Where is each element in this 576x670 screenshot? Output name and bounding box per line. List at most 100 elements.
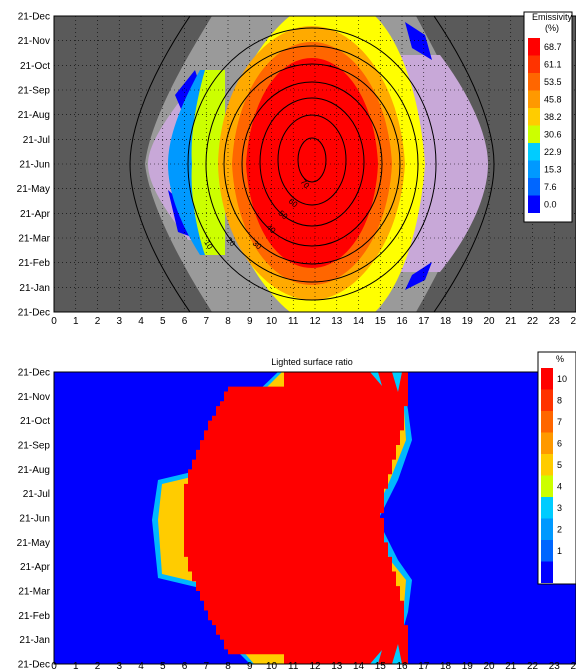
x-tick-label: 22 — [527, 316, 539, 327]
x-tick-label: 6 — [182, 661, 188, 670]
x-axis-labels: 0123456789101112131415161718192021222324 — [51, 661, 576, 670]
colorbar-level: 45.8 — [544, 94, 562, 104]
y-tick-label: 21-Dec — [18, 660, 50, 670]
colorbar-level: 30.6 — [544, 129, 562, 139]
x-tick-label: 24 — [570, 661, 576, 670]
y-axis-labels: 21-Dec 21-Nov 21-Oct 21-Sep 21-Aug 21-Jul 21-J… — [17, 368, 51, 670]
y-tick-label: 21-Mar — [18, 587, 50, 598]
colorbar-title: % — [556, 354, 564, 364]
colorbar-swatch — [541, 497, 553, 519]
colorbar-level: 6 — [557, 438, 562, 448]
colorbar-swatch — [528, 143, 540, 161]
colorbar-swatch — [541, 454, 553, 476]
colorbar-swatch — [541, 518, 553, 540]
x-tick-label: 17 — [418, 316, 430, 327]
colorbar-swatch — [528, 178, 540, 196]
chart-title: Lighted surface ratio — [271, 357, 353, 367]
y-tick-label: 21-Sep — [18, 441, 51, 452]
x-tick-label: 24 — [570, 316, 576, 327]
colorbar-level: 7.6 — [544, 182, 557, 192]
y-tick-label: 21-Dec — [18, 308, 50, 319]
y-tick-label: 21-Oct — [20, 416, 50, 427]
y-tick-label: 21-Feb — [18, 258, 50, 269]
x-tick-label: 14 — [353, 316, 365, 327]
y-tick-label: 21-May — [17, 538, 50, 549]
y-tick-label: 21-Jun — [19, 160, 50, 171]
colorbar-swatch — [528, 73, 540, 91]
y-tick-label: 21-Apr — [20, 562, 51, 573]
x-tick-label: 19 — [462, 661, 474, 670]
x-tick-label: 9 — [247, 661, 253, 670]
colorbar-swatch — [528, 90, 540, 108]
colorbar-level: 10 — [557, 374, 567, 384]
y-tick-label: 21-Sep — [18, 86, 51, 97]
x-tick-label: 21 — [505, 316, 517, 327]
colorbar-swatch — [528, 195, 540, 213]
lit-region — [184, 372, 408, 664]
x-tick-label: 20 — [483, 316, 495, 327]
colorbar-swatch — [541, 432, 553, 454]
y-tick-label: 21-Dec — [18, 12, 50, 23]
colorbar-swatch — [541, 368, 553, 390]
colorbar-level: 7 — [557, 417, 562, 427]
colorbar-level: 8 — [557, 395, 562, 405]
lighted-surface-plot: Lighted surface ratio 21-Dec 21-Nov 21-Oct… — [17, 351, 576, 670]
x-tick-label: 15 — [375, 316, 387, 327]
colorbar-level: 0.0 — [544, 199, 557, 209]
colorbar-level: 22.9 — [544, 147, 562, 157]
colorbar-swatch — [541, 389, 553, 411]
x-tick-label: 1 — [73, 316, 79, 327]
colorbar-level: 3 — [557, 503, 562, 513]
x-tick-label: 3 — [116, 316, 122, 327]
y-tick-label: 21-Dec — [18, 368, 50, 379]
x-tick-label: 12 — [309, 661, 321, 670]
colorbar-swatch — [528, 38, 540, 56]
x-tick-label: 15 — [375, 661, 387, 670]
x-tick-label: 21 — [505, 661, 517, 670]
colorbar-level: 5 — [557, 460, 562, 470]
y-tick-label: 21-Oct — [20, 61, 50, 72]
colorbar-swatch — [541, 561, 553, 583]
x-tick-label: 12 — [309, 316, 321, 327]
colorbar-level: 53.5 — [544, 77, 562, 87]
y-tick-label: 21-Jul — [23, 135, 50, 146]
colorbar-swatch — [528, 55, 540, 73]
y-tick-label: 21-Mar — [18, 234, 50, 245]
x-axis-labels: 0123456789101112131415161718192021222324 — [51, 316, 576, 327]
y-tick-label: 21-May — [17, 184, 50, 195]
plot-frame — [53, 15, 576, 313]
x-tick-label: 9 — [247, 316, 253, 327]
x-tick-label: 23 — [549, 316, 561, 327]
y-tick-label: 21-Jan — [19, 635, 50, 646]
y-tick-label: 21-Aug — [18, 110, 50, 121]
x-tick-label: 11 — [288, 316, 299, 327]
level-red — [246, 58, 378, 268]
x-tick-label: 3 — [116, 661, 122, 670]
x-tick-label: 20 — [483, 661, 495, 670]
colorbar-swatch — [541, 411, 553, 433]
colorbar-swatch — [528, 125, 540, 143]
level-green — [191, 70, 225, 255]
x-tick-label: 6 — [182, 316, 188, 327]
colorbar-level: 4 — [557, 481, 562, 491]
colorbar-level: 2 — [557, 524, 562, 534]
emissivity-colorbar: Emissivity (%) 68.7 61.1 53.5 45.8 38.2 30.6 2… — [523, 11, 573, 223]
x-tick-label: 10 — [266, 316, 278, 327]
x-tick-label: 17 — [418, 661, 430, 670]
colorbar-level: 68.7 — [544, 42, 562, 52]
x-tick-label: 22 — [527, 661, 539, 670]
colorbar-unit: (%) — [545, 23, 559, 33]
x-tick-label: 11 — [288, 661, 299, 670]
x-tick-label: 5 — [160, 661, 166, 670]
x-tick-label: 14 — [353, 661, 365, 670]
grid-lines — [54, 16, 576, 312]
x-tick-label: 7 — [203, 316, 209, 327]
streak-top — [370, 372, 402, 392]
x-tick-label: 8 — [225, 661, 231, 670]
x-tick-label: 4 — [138, 316, 144, 327]
plot-frame — [53, 371, 576, 665]
y-tick-label: 21-Jan — [19, 283, 50, 294]
colorbar-swatch — [541, 475, 553, 497]
x-tick-label: 4 — [138, 661, 144, 670]
